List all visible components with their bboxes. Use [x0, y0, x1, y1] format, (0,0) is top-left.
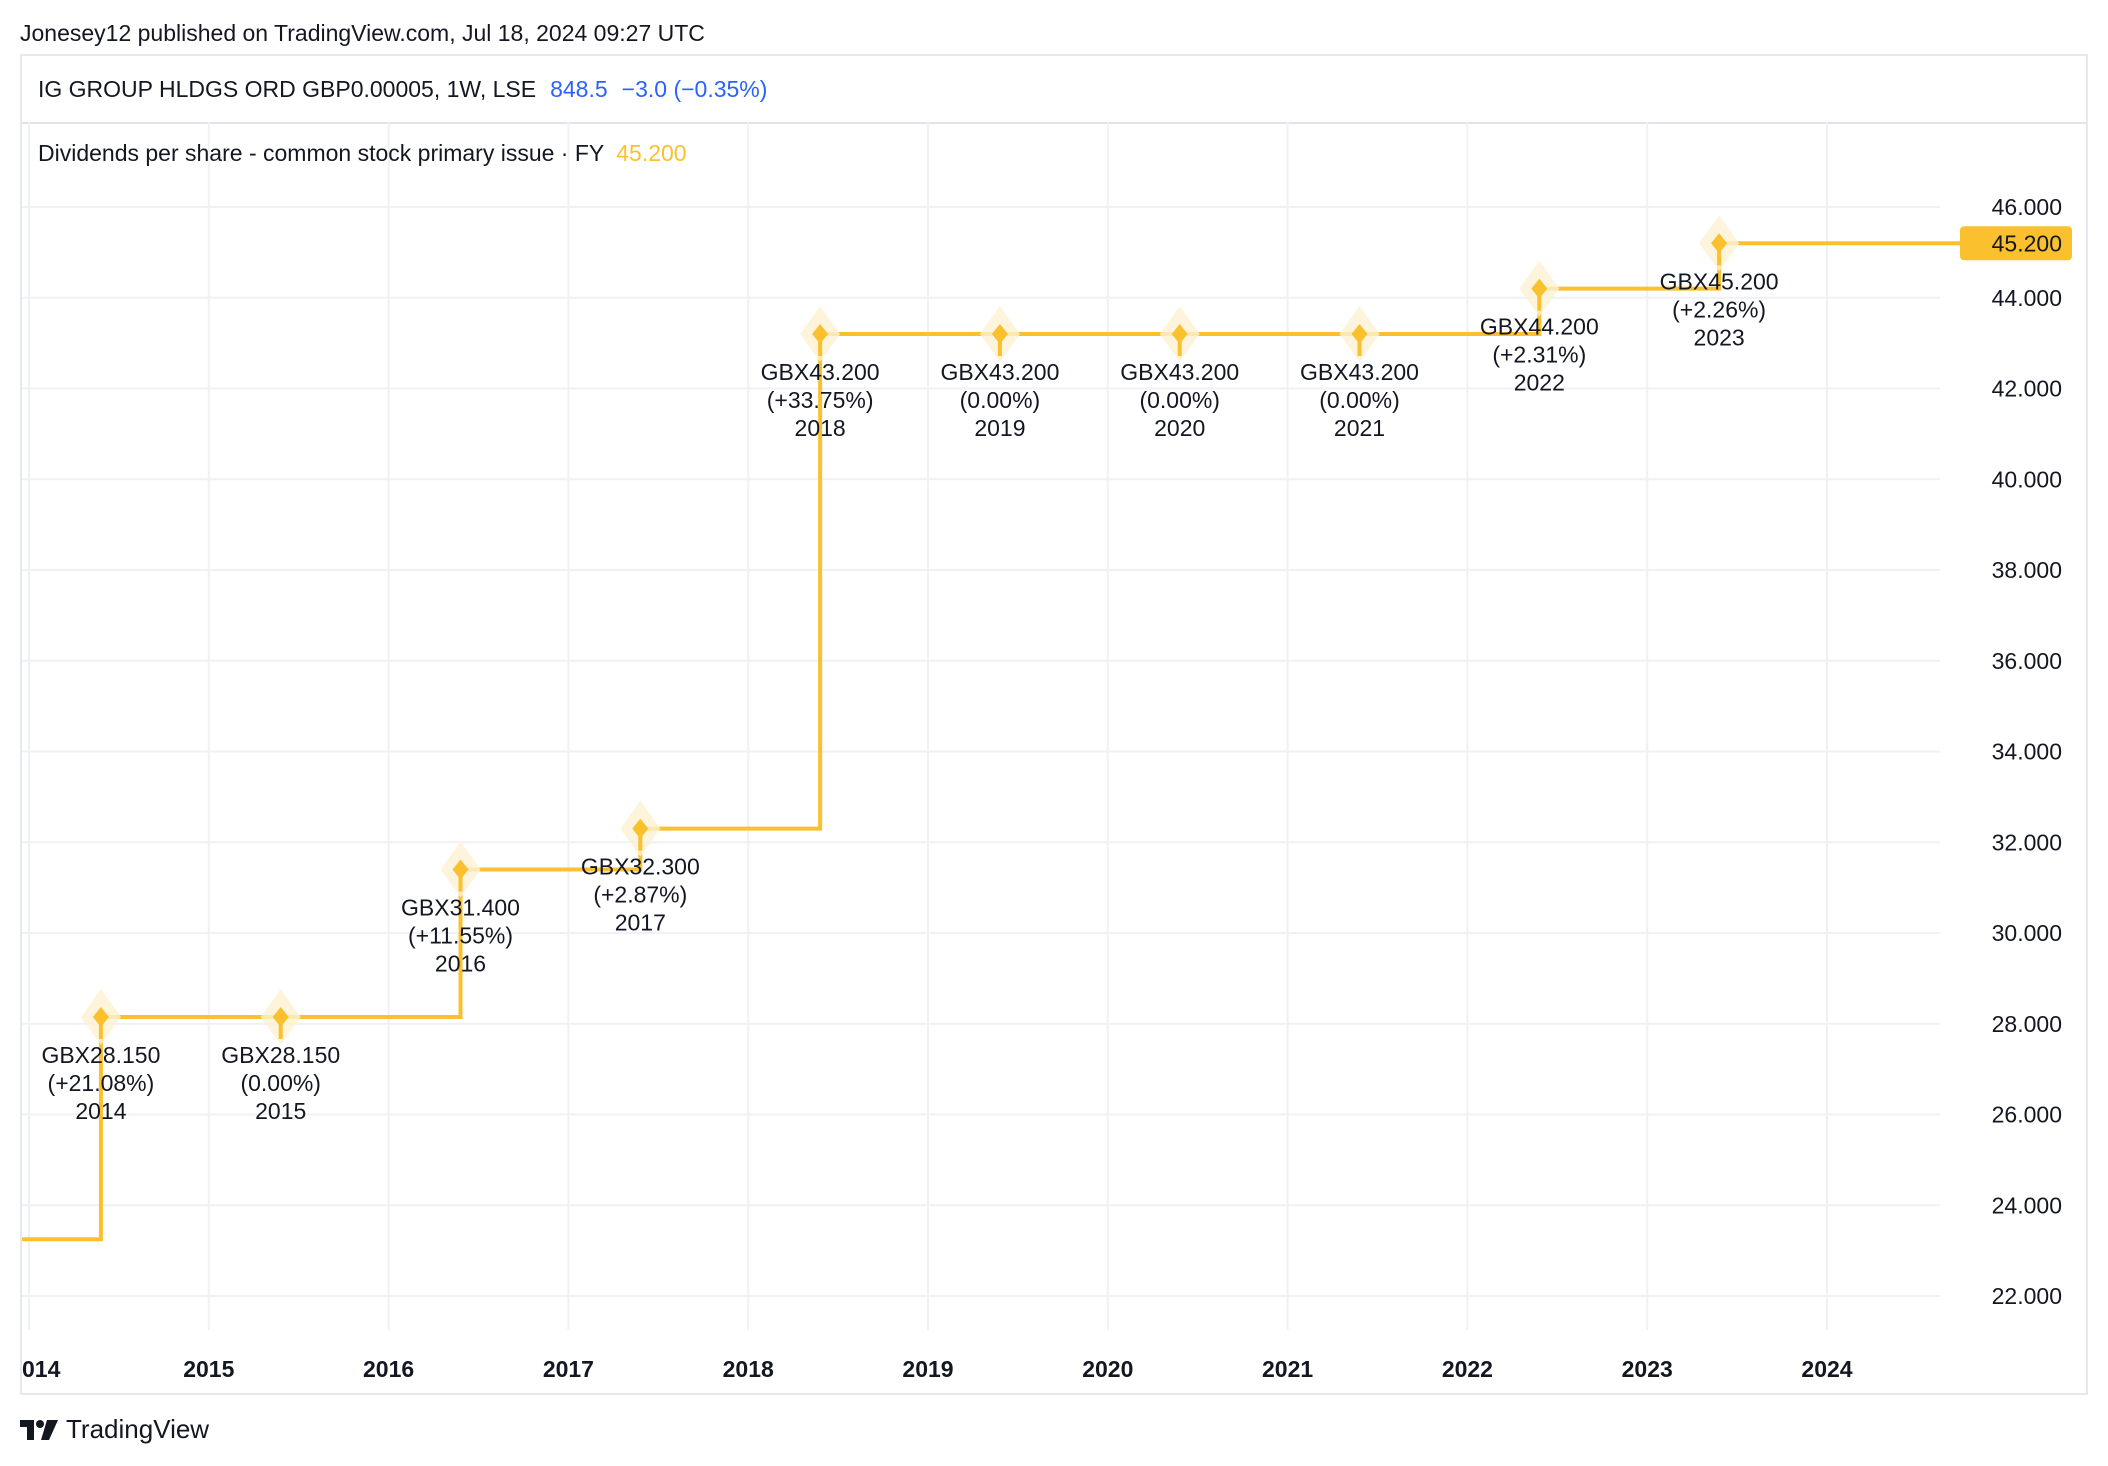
data-point-label: GBX43.200(0.00%)2019 — [940, 359, 1059, 441]
indicator-legend[interactable]: Dividends per share - common stock prima… — [38, 140, 687, 167]
chart-frame: IG GROUP HLDGS ORD GBP0.00005, 1W, LSE 8… — [20, 54, 2088, 1395]
data-point-label: GBX43.200(0.00%)2020 — [1120, 359, 1239, 441]
point-year: 2015 — [255, 1098, 306, 1124]
point-year: 2017 — [615, 910, 666, 936]
point-year: 2019 — [974, 415, 1025, 441]
point-value: GBX45.200 — [1660, 268, 1779, 294]
point-year: 2020 — [1154, 415, 1205, 441]
current-value-tag — [1960, 226, 2072, 261]
y-tick-label: 32.000 — [1992, 829, 2062, 855]
point-year: 2018 — [795, 415, 846, 441]
point-value: GBX28.150 — [221, 1042, 340, 1068]
indicator-value: 45.200 — [616, 140, 687, 166]
point-value: GBX31.400 — [401, 894, 520, 920]
x-tick-label: 014 — [22, 1356, 61, 1382]
data-point-label: GBX44.200(+2.31%)2022 — [1480, 314, 1599, 396]
y-tick-label: 36.000 — [1992, 648, 2062, 674]
data-point-label: GBX31.400(+11.55%)2016 — [401, 894, 520, 976]
x-tick-label: 2023 — [1622, 1356, 1673, 1382]
point-change: (0.00%) — [240, 1070, 321, 1096]
y-tick-label: 30.000 — [1992, 920, 2062, 946]
point-change: (+21.08%) — [48, 1070, 155, 1096]
y-tick-label: 40.000 — [1992, 466, 2062, 492]
tradingview-brand[interactable]: TradingView — [20, 1414, 209, 1445]
data-point-label: GBX32.300(+2.87%)2017 — [581, 854, 700, 936]
tradingview-logo-icon — [20, 1419, 58, 1440]
y-tick-label: 42.000 — [1992, 376, 2062, 402]
point-change: (0.00%) — [1139, 387, 1220, 413]
point-year: 2016 — [435, 950, 486, 976]
data-point-label: GBX28.150(0.00%)2015 — [221, 1042, 340, 1124]
current-value-label: 45.200 — [1992, 230, 2062, 256]
point-value: GBX43.200 — [761, 359, 880, 385]
x-tick-label: 2022 — [1442, 1356, 1493, 1382]
point-change: (0.00%) — [1319, 387, 1400, 413]
point-change: (+2.26%) — [1672, 296, 1766, 322]
x-tick-label: 2024 — [1801, 1356, 1852, 1382]
data-point-label: GBX28.150(+21.08%)2014 — [41, 1042, 160, 1124]
x-tick-label: 2019 — [902, 1356, 953, 1382]
y-tick-label: 24.000 — [1992, 1192, 2062, 1218]
y-tick-label: 44.000 — [1992, 285, 2062, 311]
x-tick-label: 2021 — [1262, 1356, 1313, 1382]
symbol-bar: IG GROUP HLDGS ORD GBP0.00005, 1W, LSE 8… — [22, 56, 2086, 124]
y-tick-label: 34.000 — [1992, 739, 2062, 765]
symbol-price: 848.5 — [550, 75, 608, 102]
x-tick-label: 2017 — [543, 1356, 594, 1382]
y-tick-label: 28.000 — [1992, 1011, 2062, 1037]
point-value: GBX43.200 — [1120, 359, 1239, 385]
symbol-change: −3.0 (−0.35%) — [621, 75, 768, 102]
y-tick-label: 46.000 — [1992, 194, 2062, 220]
point-value: GBX32.300 — [581, 854, 700, 880]
y-tick-label: 22.000 — [1992, 1283, 2062, 1309]
data-point-label: GBX43.200(0.00%)2021 — [1300, 359, 1419, 441]
symbol-name[interactable]: IG GROUP HLDGS ORD GBP0.00005, 1W, LSE — [38, 75, 537, 102]
x-tick-label: 2016 — [363, 1356, 414, 1382]
point-value: GBX43.200 — [940, 359, 1059, 385]
point-year: 2022 — [1514, 370, 1565, 396]
data-point-label: GBX45.200(+2.26%)2023 — [1660, 268, 1779, 350]
point-year: 2021 — [1334, 415, 1385, 441]
grid-lines — [22, 122, 1940, 1330]
y-tick-label: 26.000 — [1992, 1102, 2062, 1128]
y-tick-label: 38.000 — [1992, 557, 2062, 583]
dividend-step-line — [22, 241, 1962, 1242]
data-point-label: GBX43.200(+33.75%)2018 — [761, 359, 880, 441]
series-dividends — [22, 215, 1962, 1242]
x-axis: 014 2015 2016 2017 2018 2019 2020 2021 2022 2023 2… — [22, 1356, 1853, 1382]
point-year: 2014 — [75, 1098, 126, 1124]
point-value: GBX44.200 — [1480, 314, 1599, 340]
y-axis: 22.000 24.000 26.000 28.000 30.000 32.000 34.0… — [1992, 194, 2062, 1309]
x-tick-label: 2020 — [1082, 1356, 1133, 1382]
point-change: (+2.31%) — [1492, 342, 1586, 368]
point-change: (+33.75%) — [767, 387, 874, 413]
x-tick-label: 2018 — [723, 1356, 774, 1382]
tradingview-brand-label: TradingView — [66, 1414, 210, 1444]
point-year: 2023 — [1694, 324, 1745, 350]
point-labels: GBX28.150(+21.08%)2014GBX28.150(0.00%)20… — [41, 268, 1778, 1124]
point-change: (+2.87%) — [593, 882, 687, 908]
indicator-title: Dividends per share - common stock prima… — [38, 140, 605, 166]
point-change: (+11.55%) — [408, 922, 513, 948]
current-price-tag: 45.200 — [1960, 226, 2072, 261]
point-value: GBX28.150 — [41, 1042, 160, 1068]
point-change: (0.00%) — [960, 387, 1041, 413]
published-info: Jonesey12 published on TradingView.com, … — [20, 20, 705, 46]
x-tick-label: 2015 — [183, 1356, 234, 1382]
point-value: GBX43.200 — [1300, 359, 1419, 385]
